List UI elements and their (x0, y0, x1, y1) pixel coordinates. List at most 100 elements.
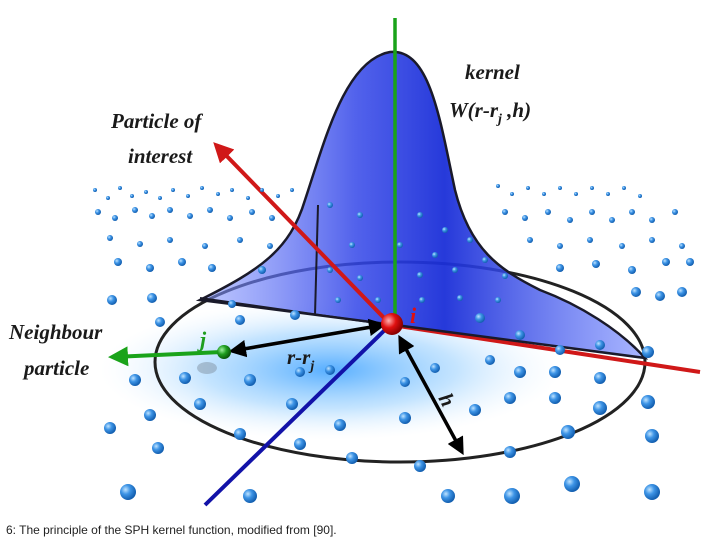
particle (93, 188, 97, 192)
particle (686, 258, 694, 266)
neighbour-arrow (108, 346, 223, 367)
particle (234, 428, 246, 440)
particle-of-interest-label-line2: interest (128, 144, 193, 168)
particle (482, 257, 488, 263)
particle-i (381, 313, 403, 335)
j-label: j (197, 327, 207, 352)
particle (107, 295, 117, 305)
kernel-label: kernel (465, 60, 520, 84)
particle (346, 452, 358, 464)
particle (609, 217, 615, 223)
i-label: i (410, 303, 417, 328)
particle (432, 252, 438, 258)
particle (167, 207, 173, 213)
particle (208, 264, 216, 272)
particle (495, 297, 501, 303)
particle (249, 209, 255, 215)
particle (542, 192, 546, 196)
particle (194, 398, 206, 410)
particle (527, 237, 533, 243)
particle (628, 266, 636, 274)
particle (200, 186, 204, 190)
particle (132, 207, 138, 213)
particle (327, 267, 333, 273)
particle (227, 215, 233, 221)
neighbour-label-line2: particle (22, 356, 89, 380)
particle (475, 313, 485, 323)
kernel-formula: W(r-rj ,h) (449, 98, 531, 127)
particle (469, 404, 481, 416)
particle (112, 215, 118, 221)
particle (677, 287, 687, 297)
particle (114, 258, 122, 266)
particle (622, 186, 626, 190)
particle (504, 392, 516, 404)
particle (638, 194, 642, 198)
particle (417, 212, 423, 218)
particle (357, 212, 363, 218)
particle (118, 186, 122, 190)
particle (629, 209, 635, 215)
particle (606, 192, 610, 196)
particle (441, 489, 455, 503)
particle (587, 237, 593, 243)
particle (276, 194, 280, 198)
particle (430, 363, 440, 373)
particle (267, 243, 273, 249)
particle (504, 488, 520, 504)
particle (510, 192, 514, 196)
particle (496, 184, 500, 188)
x-axis (391, 323, 701, 374)
particle (230, 188, 234, 192)
particle (186, 194, 190, 198)
particle (672, 209, 678, 215)
particle (171, 188, 175, 192)
distance-label: r-rj (287, 345, 314, 374)
particle (397, 242, 403, 248)
particle (335, 297, 341, 303)
particle (644, 484, 660, 500)
particle (146, 264, 154, 272)
particle (514, 366, 526, 378)
h-arrow (398, 334, 464, 456)
particle (152, 442, 164, 454)
particle (417, 272, 423, 278)
particle (104, 422, 116, 434)
particle (216, 192, 220, 196)
particle (130, 194, 134, 198)
particle (567, 217, 573, 223)
kernel-section-edge (314, 204, 319, 316)
particle (561, 425, 575, 439)
particle (564, 476, 580, 492)
particle (144, 190, 148, 194)
particle (645, 429, 659, 443)
particle (167, 237, 173, 243)
particle (129, 374, 141, 386)
particle (357, 275, 363, 281)
particle (556, 264, 564, 272)
distance-arrow (228, 318, 387, 358)
particle (662, 258, 670, 266)
particle (107, 235, 113, 241)
particle (207, 207, 213, 213)
particle-j (217, 345, 231, 359)
particle (467, 237, 473, 243)
particle (649, 217, 655, 223)
particle (144, 409, 156, 421)
particle (228, 300, 236, 308)
sph-kernel-diagram: kernel W(r-rj ,h) Particle of interest N… (8, 18, 701, 507)
particle (178, 258, 186, 266)
particle-of-interest-label-line1: Particle of (110, 109, 203, 133)
particle (595, 340, 605, 350)
particle (290, 310, 300, 320)
particle (286, 398, 298, 410)
particle-j-shadow (197, 362, 217, 374)
particle (549, 392, 561, 404)
particle-of-interest-arrow (213, 142, 390, 324)
particle (149, 213, 155, 219)
particle (557, 243, 563, 249)
particle (457, 295, 463, 301)
particle (158, 196, 162, 200)
particle (592, 260, 600, 268)
particle (246, 196, 250, 200)
